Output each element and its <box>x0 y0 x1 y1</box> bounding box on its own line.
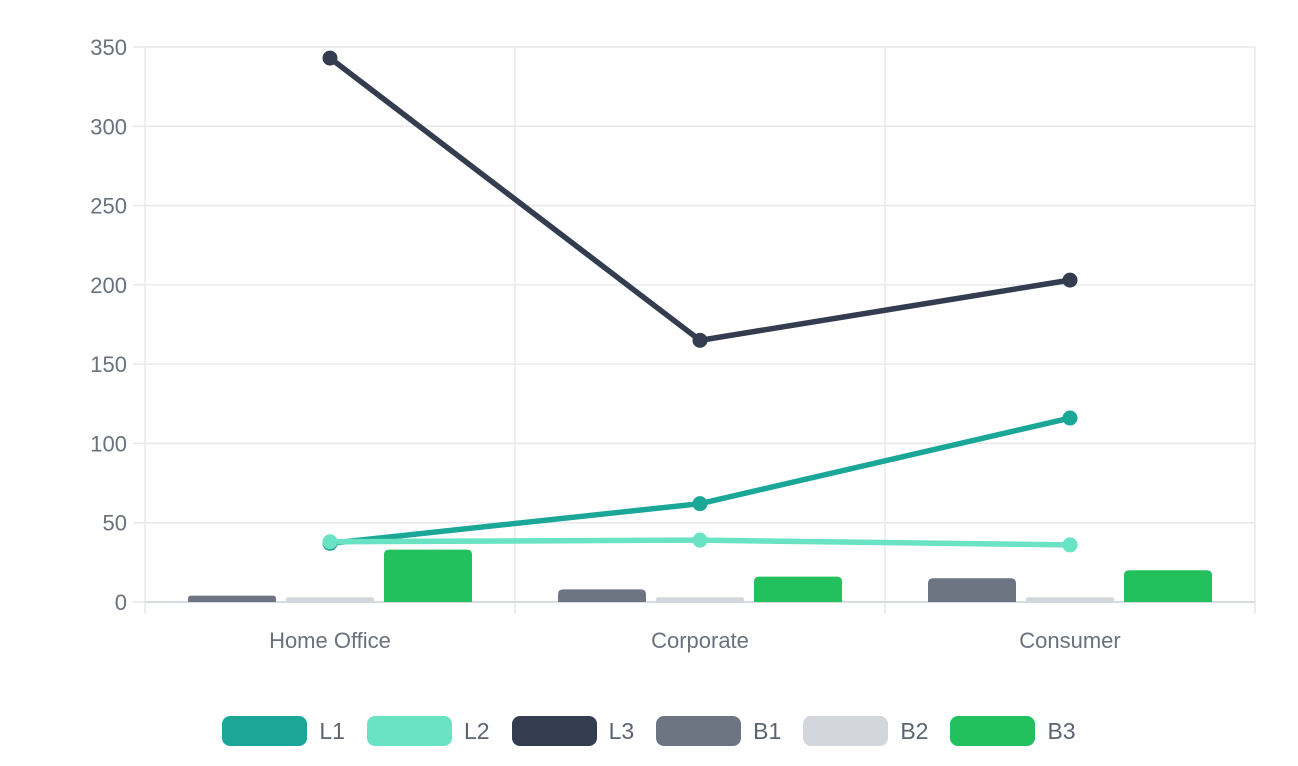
y-tick-label-150: 150 <box>90 352 127 377</box>
y-tick-label-300: 300 <box>90 114 127 139</box>
legend-swatch-B1 <box>656 716 742 746</box>
point-L1-consumer[interactable] <box>1062 410 1078 426</box>
legend-label-L3: L3 <box>608 717 635 744</box>
plot-area: 0 50 100 150 200 250 300 350 Home Office Corporat… <box>90 35 1256 653</box>
point-L1-corporate[interactable] <box>692 496 708 512</box>
y-tick-label-100: 100 <box>90 431 127 456</box>
legend-label-B1: B1 <box>753 717 782 744</box>
legend-item-B1[interactable]: B1 <box>656 716 781 746</box>
bar-B3-corporate[interactable] <box>754 576 842 602</box>
legend-label-L2: L2 <box>463 717 490 744</box>
legend-swatch-L3 <box>511 716 597 746</box>
legend-label-B2: B2 <box>900 717 929 744</box>
bar-B2-consumer[interactable] <box>1026 597 1114 602</box>
bar-B2-home-office[interactable] <box>286 597 374 602</box>
legend-swatch-B3 <box>950 716 1036 746</box>
legend-item-B3[interactable]: B3 <box>950 716 1076 746</box>
point-L2-home-office[interactable] <box>322 534 338 550</box>
point-L2-consumer[interactable] <box>1062 537 1078 553</box>
line-L1[interactable] <box>327 415 1073 547</box>
bar-B1-consumer[interactable] <box>928 578 1016 602</box>
bar-B1-corporate[interactable] <box>558 589 646 602</box>
point-L2-corporate[interactable] <box>692 532 708 548</box>
y-tick-label-0: 0 <box>115 590 127 615</box>
legend-label-L1: L1 <box>319 717 345 744</box>
legend-swatch-L1 <box>222 716 308 746</box>
legend-swatch-B2 <box>803 716 889 746</box>
legend-item-L2[interactable]: L2 <box>366 716 490 746</box>
x-category-label-corporate: Corporate <box>651 628 749 653</box>
line-L3[interactable] <box>327 55 1073 344</box>
y-tick-label-50: 50 <box>103 511 127 536</box>
x-category-label-home-office: Home Office <box>269 628 391 653</box>
legend-item-B2[interactable]: B2 <box>803 716 928 746</box>
point-L3-consumer[interactable] <box>1062 272 1078 288</box>
legend-item-L1[interactable]: L1 <box>222 716 345 746</box>
x-category-label-consumer: Consumer <box>1019 628 1120 653</box>
bar-B1-home-office[interactable] <box>188 595 276 602</box>
bar-B2-corporate[interactable] <box>656 597 744 602</box>
legend-item-L3[interactable]: L3 <box>511 716 635 746</box>
y-tick-label-250: 250 <box>90 194 127 219</box>
chart-legend: L1 L2 L3 B1 B2 B3 <box>0 716 1298 746</box>
legend-swatch-L2 <box>366 716 452 746</box>
legend-label-B3: B3 <box>1047 717 1076 744</box>
y-tick-label-200: 200 <box>90 273 127 298</box>
y-tick-label-350: 350 <box>90 35 127 60</box>
point-L3-home-office[interactable] <box>322 50 338 66</box>
bar-B3-consumer[interactable] <box>1124 570 1212 602</box>
bar-B3-home-office[interactable] <box>384 549 472 602</box>
point-L3-corporate[interactable] <box>692 332 708 348</box>
